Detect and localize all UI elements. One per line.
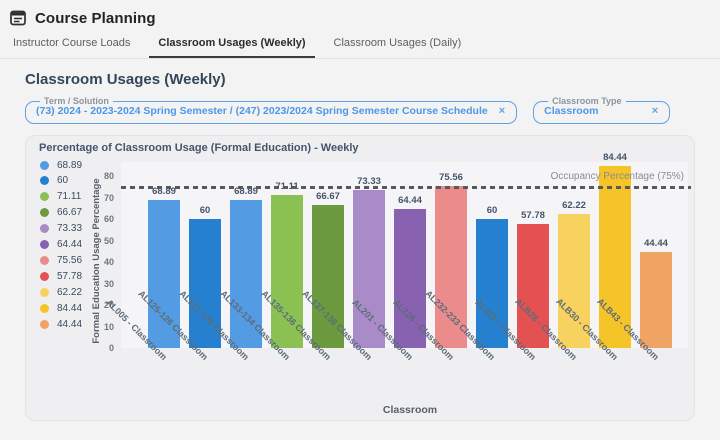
legend-label: 71.11	[57, 191, 82, 203]
legend-dot-icon	[40, 287, 49, 297]
classroom-type-filter-label: Classroom Type	[552, 96, 622, 106]
bar-value-label: 84.44	[603, 152, 627, 164]
bar-al125-126-classroom[interactable]	[189, 219, 221, 348]
legend-label: 75.56	[57, 254, 83, 266]
bar-value-label: 73.33	[357, 176, 381, 188]
tab-classroom-usages-weekly[interactable]: Classroom Usages (Weekly)	[149, 31, 315, 58]
occupancy-threshold-line	[121, 185, 691, 189]
x-axis-title: Classroom	[382, 404, 438, 416]
term-solution-filter-value[interactable]: (73) 2024 - 2023-2024 Spring Semester / …	[36, 105, 488, 117]
legend-label: 62.22	[57, 286, 83, 298]
legend-item-68-89[interactable]: 68.89	[40, 158, 82, 172]
bar-al226-classroom[interactable]	[435, 185, 467, 348]
term-solution-filter[interactable]: Term / Solution (73) 2024 - 2023-2024 Sp…	[25, 96, 518, 124]
bar-alb43-classroom[interactable]	[640, 252, 672, 348]
bar-alb28-classroom[interactable]	[558, 214, 590, 348]
legend-label: 60	[57, 175, 69, 187]
legend-label: 84.44	[57, 302, 83, 314]
legend-item-75-56[interactable]: 75.56	[40, 253, 82, 267]
legend-label: 73.33	[57, 223, 83, 235]
bar-al201-classroom[interactable]	[394, 209, 426, 348]
legend-label: 57.78	[57, 270, 83, 282]
bar-value-label: 60	[199, 205, 211, 216]
bar-value-label: 75.56	[439, 171, 463, 183]
bar-al232-233-classroom[interactable]	[476, 219, 508, 348]
legend-dot-icon	[40, 255, 49, 265]
tab-bar: Instructor Course Loads Classroom Usages …	[0, 31, 720, 59]
legend-item-60[interactable]: 60	[40, 174, 68, 188]
y-tick-30: 30	[103, 278, 114, 289]
section-title: Classroom Usages (Weekly)	[25, 71, 226, 88]
app-header: Course Planning	[0, 0, 720, 31]
y-tick-80: 80	[103, 171, 114, 181]
bar-al127-128-classroom[interactable]	[230, 199, 262, 348]
bar-al137-138-classroom[interactable]	[353, 190, 385, 348]
bar-value-label: 68.89	[234, 185, 258, 197]
bar-value-label: 44.44	[644, 238, 668, 250]
legend-dot-icon	[40, 240, 49, 249]
legend-label: 66.67	[57, 207, 83, 219]
legend-dot-icon	[40, 208, 49, 218]
bar-value-label: 66.67	[316, 190, 340, 202]
legend-item-73-33[interactable]: 73.33	[40, 222, 82, 236]
legend-item-44-44[interactable]: 44.44	[40, 317, 82, 331]
legend-dot-icon	[40, 271, 49, 281]
clear-classroom-type-filter-icon[interactable]: ×	[651, 105, 659, 117]
term-solution-filter-label: Term / Solution	[44, 96, 109, 106]
chart-title: Percentage of Classroom Usage (Formal Ed…	[39, 142, 359, 154]
bar-al325-classroom[interactable]	[517, 223, 549, 348]
bar-al133-134-classroom[interactable]	[271, 195, 303, 348]
main-content: Classroom Usages (Weekly) Term / Solutio…	[0, 59, 720, 421]
occupancy-threshold-label: Occupancy Percentage (75%)	[550, 170, 684, 182]
legend-label: 64.44	[57, 239, 83, 250]
classroom-type-filter[interactable]: Classroom Type Classroom ×	[533, 96, 671, 124]
clear-term-filter-icon[interactable]: ×	[498, 105, 506, 117]
legend-label: 44.44	[57, 318, 83, 330]
y-tick-20: 20	[103, 300, 114, 310]
page-title: Course Planning	[35, 9, 156, 27]
y-tick-60: 60	[103, 214, 114, 224]
bar-value-label: 64.44	[398, 195, 422, 207]
course-planning-icon	[9, 9, 27, 27]
legend-item-71-11[interactable]: 71.11	[40, 190, 81, 204]
legend-dot-icon	[40, 303, 49, 313]
bar-al135-136-classroom[interactable]	[312, 204, 344, 348]
y-tick-10: 10	[103, 321, 114, 332]
bar-value-label: 62.22	[562, 200, 586, 212]
y-tick-40: 40	[103, 257, 114, 267]
legend-item-62-22[interactable]: 62.22	[40, 285, 82, 299]
tab-classroom-usages-daily[interactable]: Classroom Usages (Daily)	[333, 37, 462, 49]
y-tick-70: 70	[103, 192, 114, 203]
legend-dot-icon	[40, 176, 49, 186]
bar-value-label: 68.89	[152, 185, 176, 197]
y-tick-0: 0	[108, 343, 114, 353]
bar-al005-classroom[interactable]	[148, 199, 180, 348]
legend-dot-icon	[40, 224, 49, 234]
filter-row: Term / Solution (73) 2024 - 2023-2024 Sp…	[25, 96, 695, 124]
legend-dot-icon	[40, 319, 49, 329]
bar-value-label: 60	[486, 205, 498, 216]
legend-item-66-67[interactable]: 66.67	[40, 206, 82, 220]
legend-item-84-44[interactable]: 84.44	[40, 301, 82, 315]
y-tick-50: 50	[103, 235, 114, 246]
usage-bar-chart: Percentage of Classroom Usage (Formal Ed…	[25, 135, 695, 421]
legend-item-57-78[interactable]: 57.78	[40, 269, 82, 283]
legend-item-64-44[interactable]: 64.44	[40, 238, 82, 252]
legend-dot-icon	[40, 160, 49, 170]
bar-alb30-classroom[interactable]	[599, 166, 631, 348]
legend-dot-icon	[40, 192, 49, 202]
legend-label: 68.89	[57, 159, 83, 171]
classroom-type-filter-value[interactable]: Classroom	[544, 105, 599, 117]
bar-value-label: 57.78	[521, 209, 545, 221]
tab-instructor-course-loads[interactable]: Instructor Course Loads	[13, 37, 131, 49]
